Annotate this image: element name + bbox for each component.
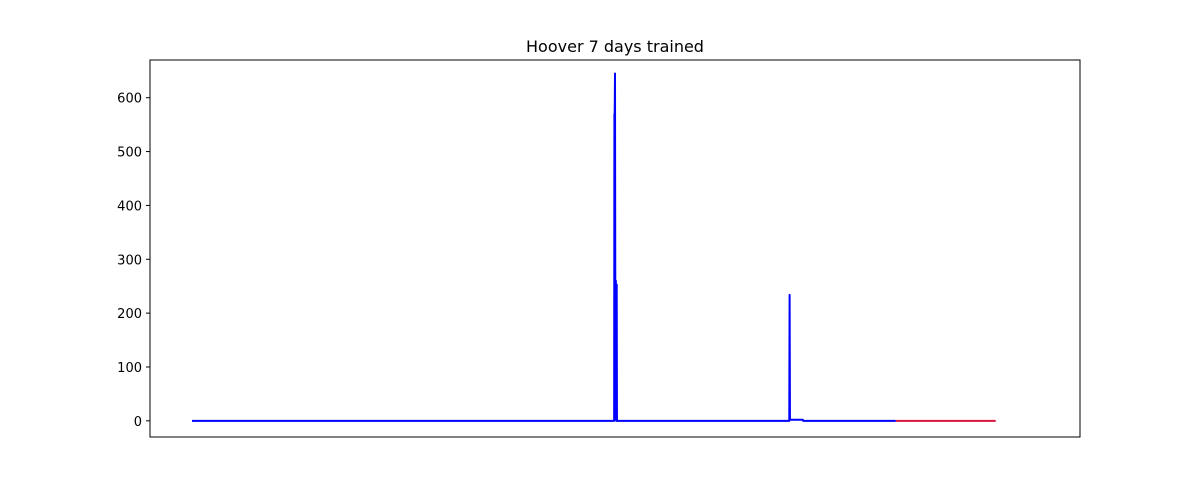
plot-lines <box>192 72 996 422</box>
y-tick-label: 100 <box>117 361 142 376</box>
y-tick-label: 200 <box>117 307 142 322</box>
chart-title: Hoover 7 days trained <box>526 37 704 56</box>
y-axis: 0 100 200 300 400 500 600 <box>117 92 150 430</box>
y-tick-label: 500 <box>117 146 142 161</box>
y-tick-label: 0 <box>134 415 142 430</box>
y-tick-label: 400 <box>117 199 142 214</box>
plot-frame <box>149 59 1081 438</box>
y-tick-label: 300 <box>117 253 142 268</box>
y-tick-label: 600 <box>117 92 142 107</box>
series-line-0 <box>192 72 896 422</box>
